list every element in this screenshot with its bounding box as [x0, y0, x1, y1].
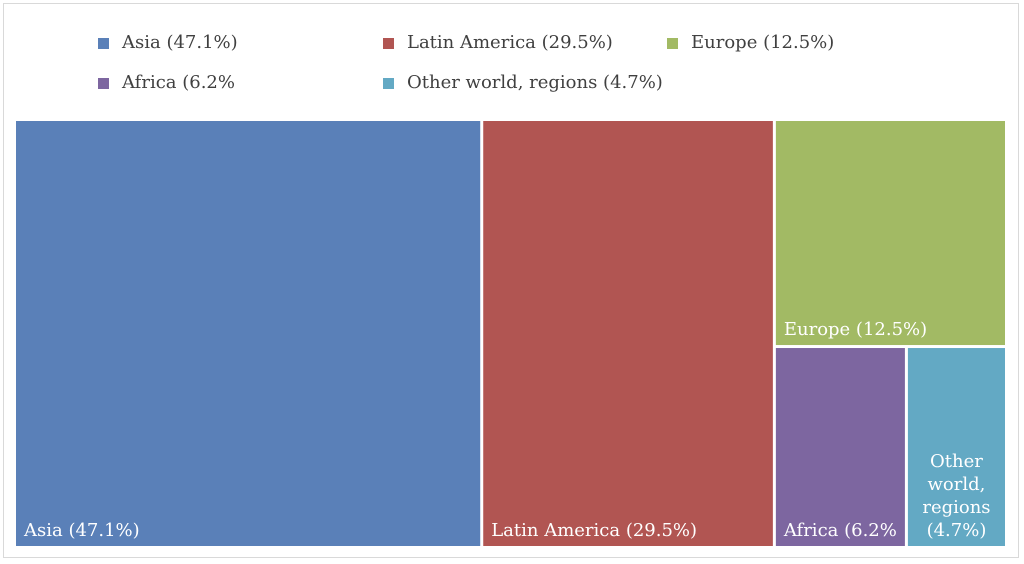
treemap-tile-other — [907, 348, 1005, 546]
legend-swatch-latin-america — [383, 37, 394, 49]
tile-label-latin-america: Latin America (29.5%) — [491, 520, 697, 541]
chart-legend: Asia (47.1%) Latin America (29.5%) Europ… — [0, 0, 1024, 110]
treemap-tile-asia — [16, 121, 481, 546]
legend-swatch-africa — [98, 77, 109, 89]
legend-swatch-europe — [667, 37, 678, 49]
legend-swatch-asia — [98, 37, 109, 49]
treemap-tile-europe — [775, 121, 1005, 346]
legend-label-latin-america: Latin America (29.5%) — [407, 32, 613, 53]
legend-item-asia: Asia (47.1%) — [98, 33, 238, 53]
legend-item-other: Other world, regions (4.7%) — [383, 73, 663, 93]
legend-item-latin-america: Latin America (29.5%) — [383, 33, 613, 53]
treemap-tile-africa — [775, 348, 905, 546]
legend-label-other: Other world, regions (4.7%) — [407, 72, 663, 93]
legend-item-africa: Africa (6.2% — [98, 73, 235, 93]
treemap-tile-latin-america — [483, 121, 773, 546]
tile-label-other: Other world, regions (4.7%) — [922, 451, 990, 541]
legend-swatch-other — [383, 77, 394, 89]
tile-label-europe: Europe (12.5%) — [784, 319, 927, 340]
tile-label-africa: Africa (6.2% — [783, 520, 897, 541]
legend-label-europe: Europe (12.5%) — [691, 32, 835, 53]
tile-label-asia: Asia (47.1%) — [23, 520, 140, 541]
legend-item-europe: Europe (12.5%) — [667, 33, 834, 53]
legend-label-asia: Asia (47.1%) — [122, 32, 238, 53]
legend-label-africa: Africa (6.2% — [122, 72, 235, 93]
